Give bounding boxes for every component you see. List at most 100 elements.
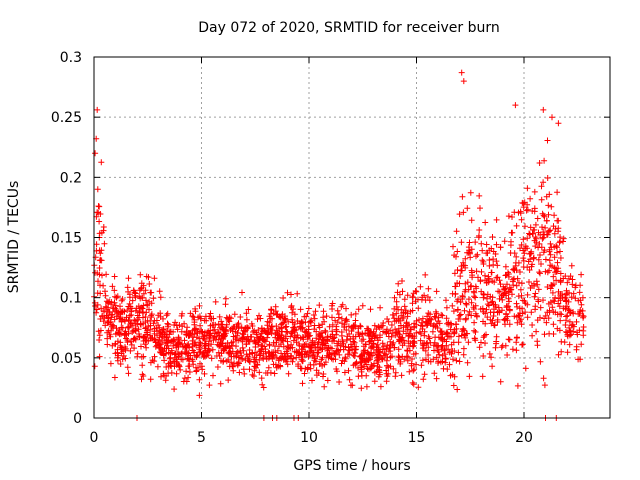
- data-point: [509, 346, 516, 353]
- data-point: [344, 351, 351, 358]
- data-point: [176, 322, 183, 328]
- data-point: [190, 334, 197, 341]
- data-point: [280, 343, 287, 350]
- chart-title: Day 072 of 2020, SRMTID for receiver bur…: [198, 20, 500, 36]
- data-point: [554, 259, 561, 266]
- data-point: [446, 361, 453, 368]
- data-point: [196, 376, 203, 383]
- data-point: [140, 290, 147, 297]
- data-point: [443, 315, 450, 322]
- data-point: [515, 312, 522, 319]
- data-point: [293, 349, 300, 356]
- data-point: [421, 371, 428, 378]
- data-point: [504, 352, 511, 358]
- data-point: [450, 382, 457, 389]
- data-point: [496, 277, 503, 284]
- data-point: [225, 356, 232, 363]
- data-point: [452, 290, 459, 297]
- data-point: [284, 361, 291, 368]
- data-point: [237, 314, 244, 320]
- data-point: [457, 311, 464, 318]
- data-point: [499, 296, 506, 303]
- data-point: [537, 252, 543, 258]
- data-point: [218, 343, 224, 350]
- data-point: [272, 303, 279, 310]
- axis-ticks: [93, 56, 610, 419]
- data-point: [230, 367, 237, 374]
- data-point: [526, 267, 533, 273]
- data-point: [534, 342, 541, 349]
- data-point: [186, 369, 193, 375]
- data-point: [202, 340, 209, 347]
- data-point: [315, 370, 322, 376]
- data-point: [484, 291, 491, 298]
- data-point: [130, 336, 137, 343]
- data-point: [437, 359, 444, 366]
- data-point: [487, 309, 494, 316]
- data-point: [331, 351, 338, 357]
- data-point: [125, 370, 132, 377]
- data-point: [509, 291, 515, 298]
- data-point: [146, 281, 153, 287]
- data-point: [539, 235, 546, 242]
- data-point: [147, 376, 154, 383]
- data-point: [347, 335, 354, 342]
- data-point: [493, 216, 500, 223]
- data-point: [471, 335, 478, 342]
- data-point: [451, 252, 458, 259]
- data-point: [246, 347, 253, 353]
- data-point: [477, 205, 483, 212]
- data-point: [147, 289, 154, 296]
- data-point: [243, 336, 250, 343]
- data-point: [538, 261, 544, 267]
- data-point: [444, 333, 451, 340]
- data-point: [250, 373, 257, 380]
- data-point: [377, 304, 384, 311]
- data-point: [415, 305, 422, 312]
- data-point: [309, 377, 315, 384]
- data-point: [282, 317, 289, 324]
- data-point: [201, 317, 208, 324]
- data-point: [94, 209, 101, 216]
- data-point: [146, 306, 152, 313]
- data-point: [530, 230, 536, 237]
- data-point: [420, 376, 427, 383]
- data-point: [428, 316, 435, 323]
- data-point: [425, 285, 432, 292]
- data-point: [577, 356, 584, 363]
- data-point: [476, 227, 483, 233]
- data-point: [474, 313, 480, 320]
- data-point: [215, 336, 222, 343]
- data-point: [383, 378, 390, 385]
- data-point: [238, 324, 245, 331]
- data-point: [358, 385, 365, 392]
- data-point: [341, 323, 348, 330]
- data-point: [476, 344, 483, 351]
- data-point: [232, 328, 239, 335]
- data-point: [260, 384, 267, 391]
- data-point: [126, 323, 133, 330]
- data-point: [164, 327, 171, 334]
- data-point: [456, 312, 463, 319]
- data-point: [184, 324, 191, 331]
- data-point: [257, 315, 264, 322]
- data-point: [489, 234, 496, 240]
- data-point: [572, 282, 579, 289]
- data-point: [272, 343, 278, 350]
- data-point: [488, 354, 495, 361]
- data-point: [458, 69, 465, 76]
- data-point: [398, 306, 405, 313]
- data-point: [541, 213, 548, 220]
- data-point: [137, 295, 144, 302]
- data-point: [488, 269, 495, 276]
- data-point: [270, 351, 277, 358]
- data-point: [490, 302, 497, 308]
- data-point: [558, 338, 565, 345]
- data-point: [514, 303, 520, 310]
- data-point: [108, 327, 114, 334]
- data-point: [554, 249, 560, 256]
- data-point: [502, 315, 509, 322]
- data-point: [462, 334, 469, 341]
- data-point: [303, 351, 310, 358]
- data-point: [312, 358, 319, 365]
